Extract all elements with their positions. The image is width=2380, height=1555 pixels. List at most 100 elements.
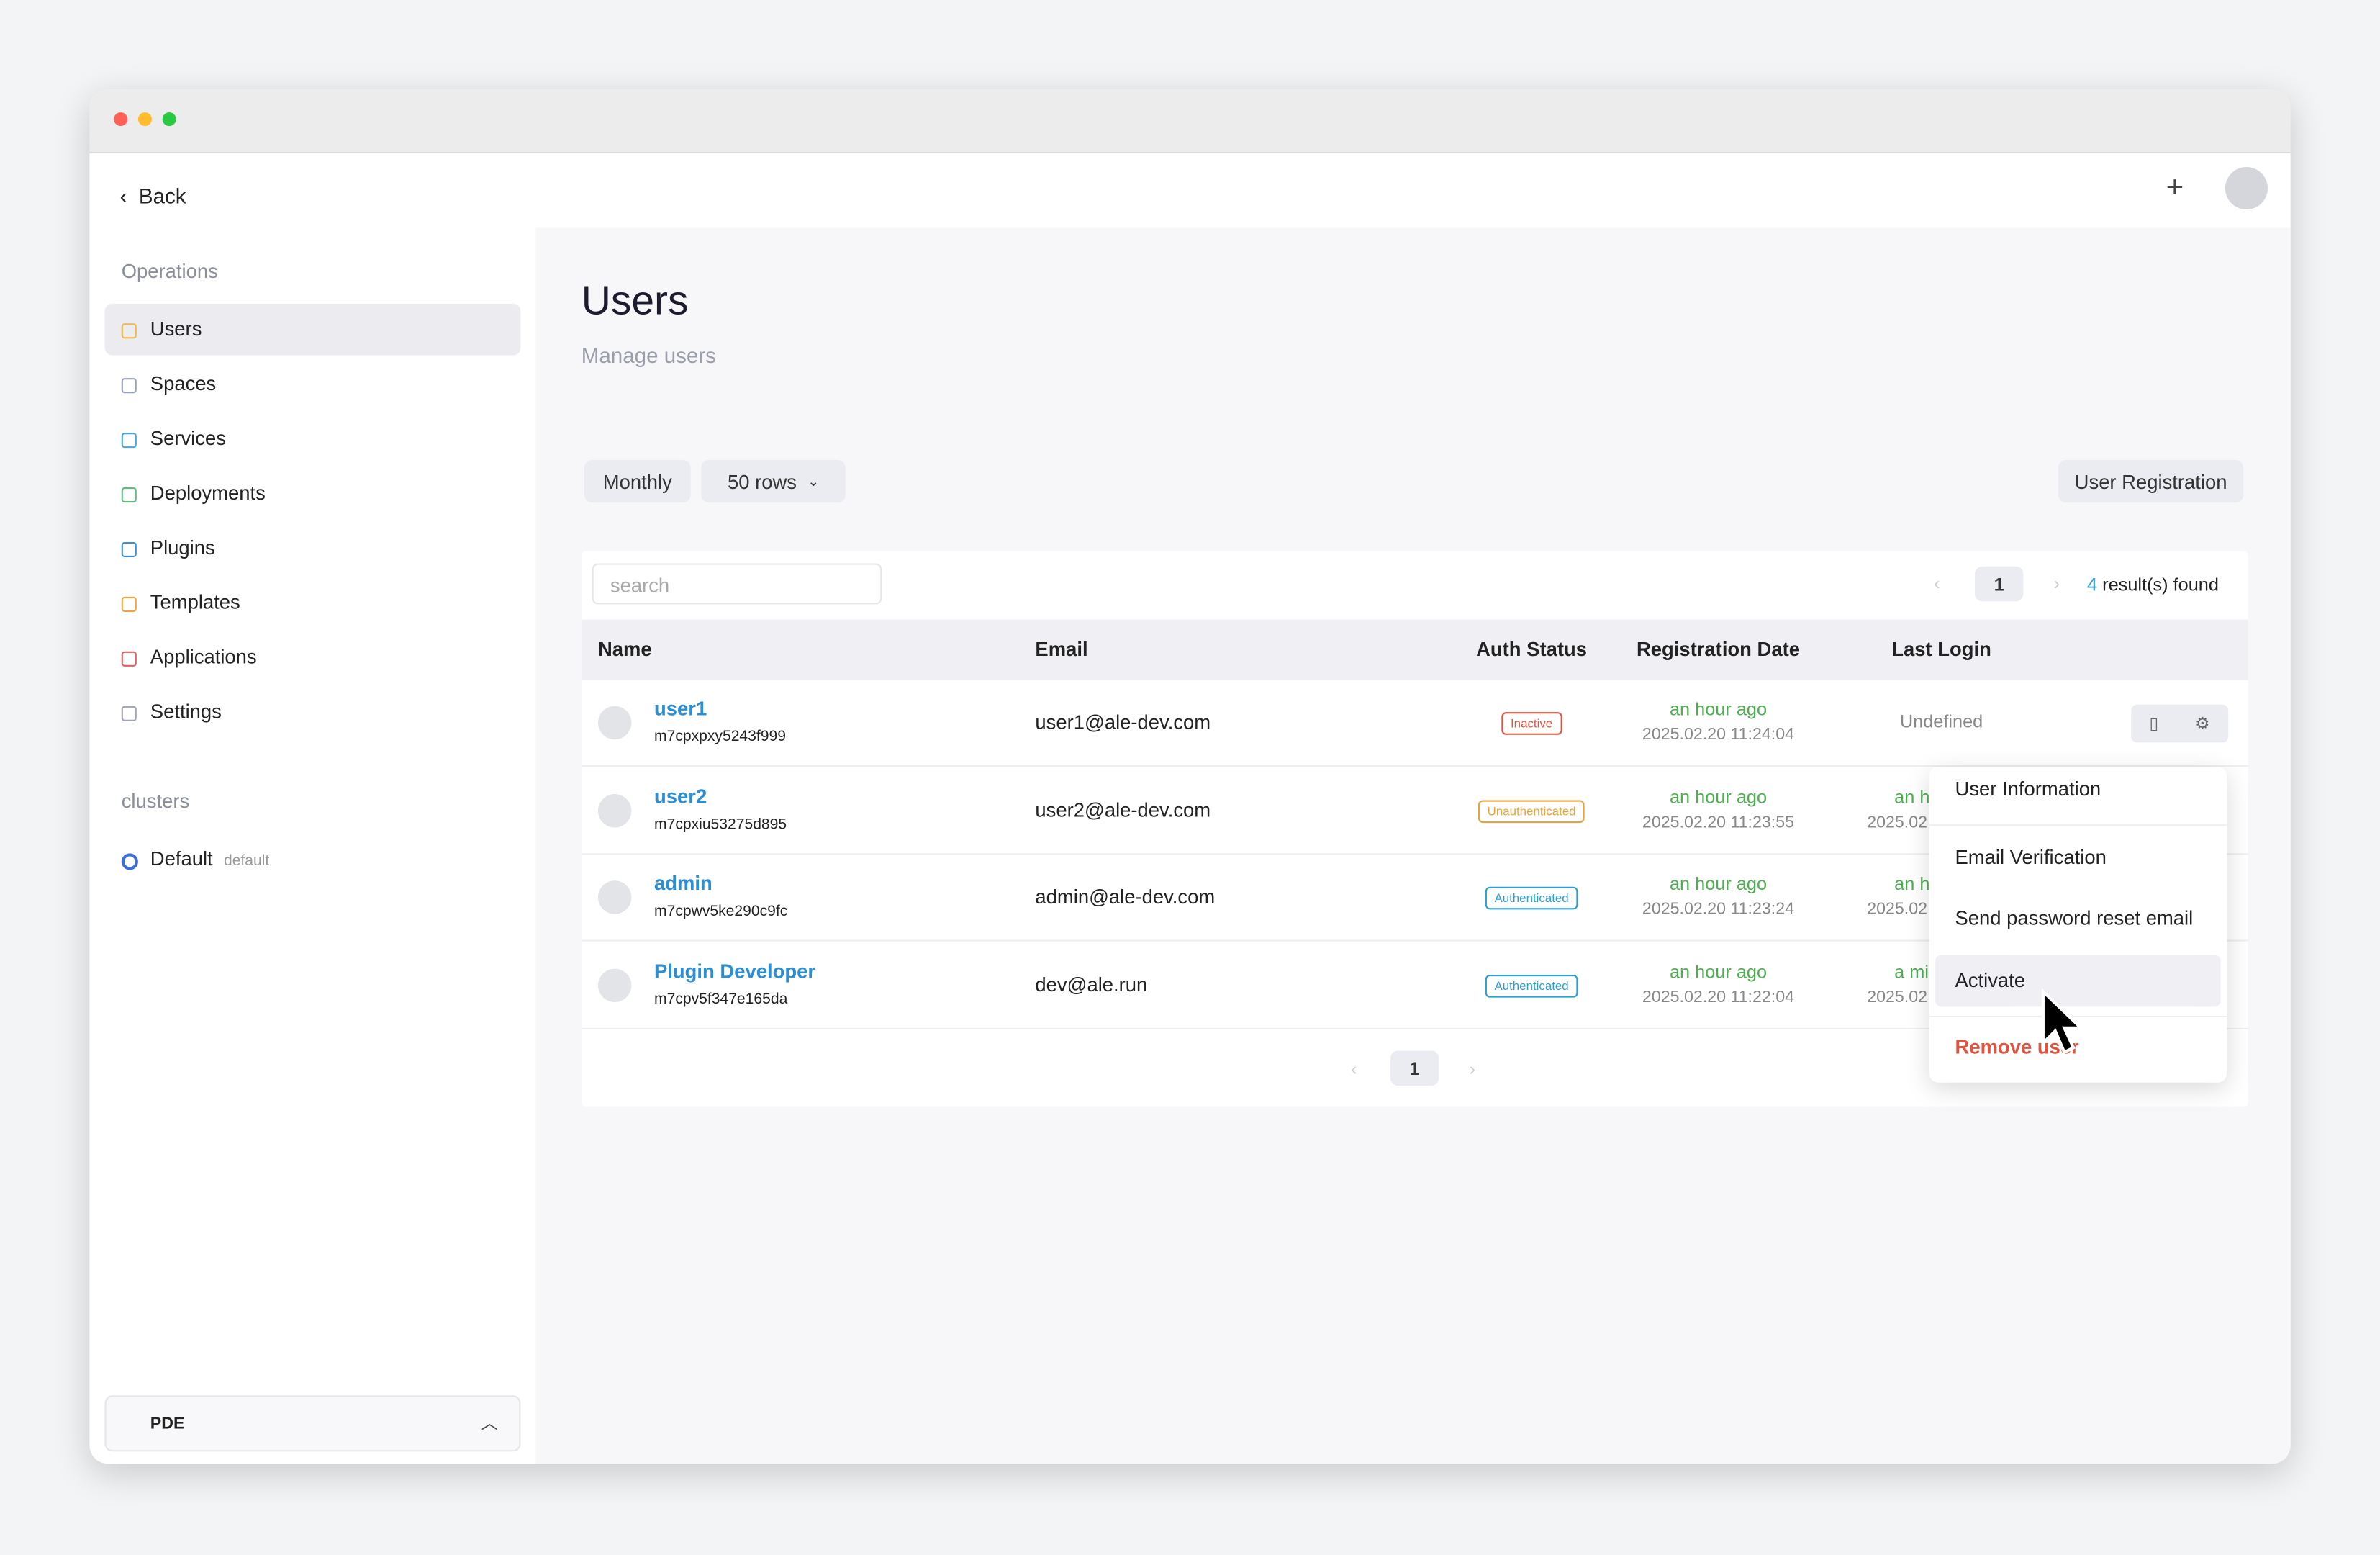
cluster-item[interactable]: Default default: [150, 847, 269, 870]
menu-divider: [1929, 1015, 2227, 1018]
cluster-tag: default: [223, 853, 270, 870]
gear-button[interactable]: ⚙: [2194, 715, 2210, 734]
menu-item[interactable]: Applications: [150, 645, 257, 669]
menu-item[interactable]: Services: [150, 426, 226, 450]
user-name[interactable]: user1: [654, 697, 707, 720]
context-menu: [1929, 767, 2227, 1083]
period-button[interactable]: Monthly: [584, 460, 691, 503]
close-button[interactable]: [114, 112, 128, 127]
user-email: dev@ale.run: [1035, 973, 1148, 996]
cluster-name[interactable]: Default: [150, 847, 213, 870]
menu-option[interactable]: Email Verification: [1955, 845, 2107, 869]
user-email: user2@ale-dev.com: [1035, 798, 1211, 821]
column-header: Auth Status: [1476, 637, 1587, 661]
row-actions[interactable]: ▯ ⚙: [2131, 704, 2229, 743]
user-email: user1@ale-dev.com: [1035, 711, 1211, 734]
prev-page[interactable]: ‹: [1933, 572, 1940, 594]
user-avatar: [597, 881, 632, 915]
menu-icon: [121, 706, 137, 721]
row-divider: [581, 765, 2248, 767]
user-email: admin@ale-dev.com: [1035, 885, 1216, 909]
reg-date: 2025.02.20 11:22:04: [1642, 988, 1795, 1007]
auth-status: Unauthenticated: [1478, 799, 1585, 823]
add-button[interactable]: +: [2166, 171, 2184, 205]
last-login: a mi: [1894, 961, 1929, 983]
page-number[interactable]: 1: [1390, 1050, 1439, 1086]
menu-item[interactable]: Spaces: [150, 371, 217, 395]
cluster-icon: [121, 853, 138, 870]
page-number[interactable]: 1: [1974, 566, 2024, 602]
page-title: Users: [581, 277, 689, 324]
reg-relative: an hour ago: [1669, 961, 1768, 983]
user-name[interactable]: user2: [654, 784, 707, 808]
auth-status: Authenticated: [1485, 975, 1578, 998]
rows-text[interactable]: 50 rows: [727, 469, 797, 493]
last-login: an h: [1894, 873, 1930, 896]
title-bar: [89, 89, 2291, 154]
register-button[interactable]: User Registration: [2058, 460, 2244, 503]
reg-relative: an hour ago: [1669, 785, 1768, 808]
column-header: Last Login: [1891, 637, 1991, 661]
user-id: m7cpv5f347e165da: [654, 991, 788, 1009]
back-link[interactable]: ‹ Back: [119, 184, 186, 208]
workspace-name: PDE: [150, 1415, 185, 1433]
last-login: an h: [1894, 785, 1930, 808]
count-text: result(s) found: [2102, 574, 2219, 595]
table-header: [581, 619, 2248, 680]
auth-status: Inactive: [1501, 712, 1562, 735]
row-divider: [581, 852, 2248, 855]
reg-relative: an hour ago: [1669, 873, 1768, 896]
menu-item[interactable]: Plugins: [150, 536, 215, 559]
user-id: m7cpwv5ke290c9fc: [654, 903, 788, 921]
page-subtitle: Manage users: [581, 343, 716, 368]
menu-highlight: [1935, 955, 2221, 1007]
user-name[interactable]: Plugin Developer: [654, 960, 816, 983]
section-label: clusters: [121, 789, 190, 813]
menu-option[interactable]: User Information: [1955, 777, 2101, 801]
zoom-button[interactable]: [162, 112, 176, 127]
reg-date: 2025.02.20 11:23:55: [1642, 813, 1795, 832]
cursor: [2041, 988, 2085, 1055]
menu-icon: [121, 378, 137, 394]
prev-page[interactable]: ‹: [1351, 1058, 1357, 1080]
avatar[interactable]: [2225, 167, 2268, 210]
next-page[interactable]: ›: [1469, 1058, 1476, 1080]
user-id: m7cpxiu53275d895: [654, 816, 787, 834]
column-header: Registration Date: [1636, 637, 1800, 661]
result-count: 4 result(s) found: [2087, 574, 2219, 595]
user-name[interactable]: admin: [654, 872, 712, 896]
menu-item[interactable]: Users: [150, 317, 202, 341]
menu-item[interactable]: Deployments: [150, 481, 266, 505]
user-avatar: [597, 793, 632, 827]
menu-option[interactable]: Send password reset email: [1955, 906, 2194, 929]
chevron: ︿: [481, 1415, 498, 1433]
row-divider: [581, 1028, 2248, 1030]
reg-relative: an hour ago: [1669, 698, 1768, 720]
user-avatar: [597, 706, 632, 740]
menu-icon: [121, 433, 137, 449]
auth-status: Authenticated: [1485, 887, 1578, 911]
reg-date: 2025.02.20 11:23:24: [1642, 901, 1795, 919]
search-input[interactable]: search: [592, 563, 882, 605]
menu-icon: [121, 651, 137, 667]
doc-button[interactable]: ▯: [2149, 715, 2159, 734]
next-page[interactable]: ›: [2053, 572, 2060, 594]
workspace-switch[interactable]: [104, 1395, 521, 1452]
menu-icon: [121, 487, 137, 503]
column-header: Email: [1035, 637, 1088, 661]
section-label: Operations: [121, 259, 218, 283]
window: ‹ Back + Operations clusters Default def…: [89, 89, 2291, 1464]
count: 4: [2087, 574, 2098, 595]
menu-item[interactable]: Settings: [150, 700, 222, 723]
back-text[interactable]: Back: [138, 184, 186, 208]
last-login-date: 2025.02: [1867, 901, 1928, 919]
menu-item[interactable]: Templates: [150, 590, 240, 614]
minimize-button[interactable]: [137, 112, 152, 127]
user-id: m7cpxpxy5243f999: [654, 729, 786, 746]
rows-select[interactable]: 50 rows ⌄: [701, 460, 846, 503]
last-login: Undefined: [1899, 711, 1983, 732]
menu-option[interactable]: Activate: [1955, 968, 2026, 992]
last-login-date: 2025.02: [1867, 988, 1928, 1007]
